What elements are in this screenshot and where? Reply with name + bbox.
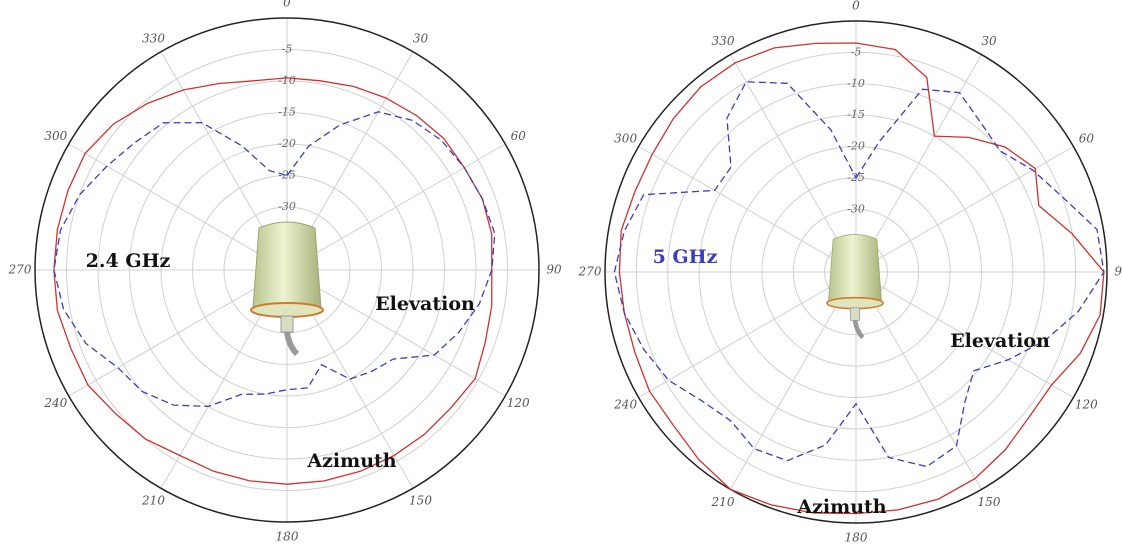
theta-tick-label: 90 <box>546 263 562 277</box>
theta-tick-label: 150 <box>978 495 1001 509</box>
theta-tick-label: 0 <box>283 0 291 10</box>
theta-tick-label: 240 <box>613 398 637 412</box>
grid-spoke <box>730 271 857 490</box>
theta-tick-label: 60 <box>1079 132 1095 146</box>
theta-tick-label: 300 <box>614 132 637 146</box>
grid-spoke <box>638 271 857 398</box>
theta-tick-label: 90 <box>1114 265 1122 279</box>
theta-tick-label: 270 <box>8 263 32 277</box>
r-tick-label: -5 <box>282 43 293 56</box>
theta-tick-label: 270 <box>578 265 602 279</box>
grid-spoke <box>855 271 982 490</box>
theta-tick-label: 0 <box>852 0 860 13</box>
grid-spoke <box>855 271 1074 398</box>
grid-spoke <box>286 269 506 397</box>
theta-tick-label: 300 <box>44 129 67 143</box>
data-layer: Azimuth Elevation 2.4 GHz <box>53 77 496 485</box>
chart-title: 2.4 GHz <box>86 250 171 272</box>
theta-tick-label: 120 <box>1075 398 1098 412</box>
pattern-curve <box>618 42 1105 515</box>
grid-spoke <box>286 143 506 271</box>
theta-tick-label: 240 <box>43 396 67 410</box>
antenna-icon <box>826 234 884 340</box>
theta-tick-label: 210 <box>141 494 165 508</box>
r-tick-label: -10 <box>278 74 296 87</box>
r-tick-label: -5 <box>851 45 862 58</box>
outer-circle <box>604 20 1108 524</box>
pattern-curve <box>613 81 1105 468</box>
series-label: Elevation <box>375 293 475 315</box>
data-layer: Azimuth Elevation 5 GHz <box>613 42 1105 518</box>
outer-circle <box>34 17 540 523</box>
r-tick-label: -30 <box>278 200 296 213</box>
theta-tick-label: 150 <box>409 494 432 508</box>
grid-spoke <box>855 54 982 273</box>
theta-tick-label: 120 <box>507 396 530 410</box>
theta-tick-label: 30 <box>413 31 429 45</box>
theta-tick-label: 330 <box>142 31 165 45</box>
series-label: Elevation <box>950 330 1050 352</box>
theta-tick-label: 180 <box>845 531 868 545</box>
r-tick-label: -20 <box>847 140 865 153</box>
theta-tick-label: 210 <box>711 495 735 509</box>
series-label: Azimuth <box>796 496 886 518</box>
grid-spoke <box>638 146 857 273</box>
grid-spoke <box>68 269 288 397</box>
r-tick-label: -15 <box>847 108 865 121</box>
theta-tick-label: 330 <box>712 34 735 48</box>
chart-title: 5 GHz <box>653 246 718 268</box>
grid-spoke <box>730 54 857 273</box>
grid-spoke <box>855 146 1074 273</box>
antenna-icon <box>250 221 324 357</box>
r-tick-label: -10 <box>847 77 865 90</box>
grid-spoke <box>68 143 288 271</box>
pattern-curve <box>53 111 496 408</box>
r-tick-label: -15 <box>278 106 296 119</box>
series-label: Azimuth <box>306 450 396 472</box>
theta-tick-label: 180 <box>276 530 299 544</box>
theta-tick-label: 60 <box>511 129 527 143</box>
r-tick-label: -30 <box>847 202 865 215</box>
theta-tick-label: 30 <box>981 34 997 48</box>
r-tick-label: -20 <box>278 137 296 150</box>
